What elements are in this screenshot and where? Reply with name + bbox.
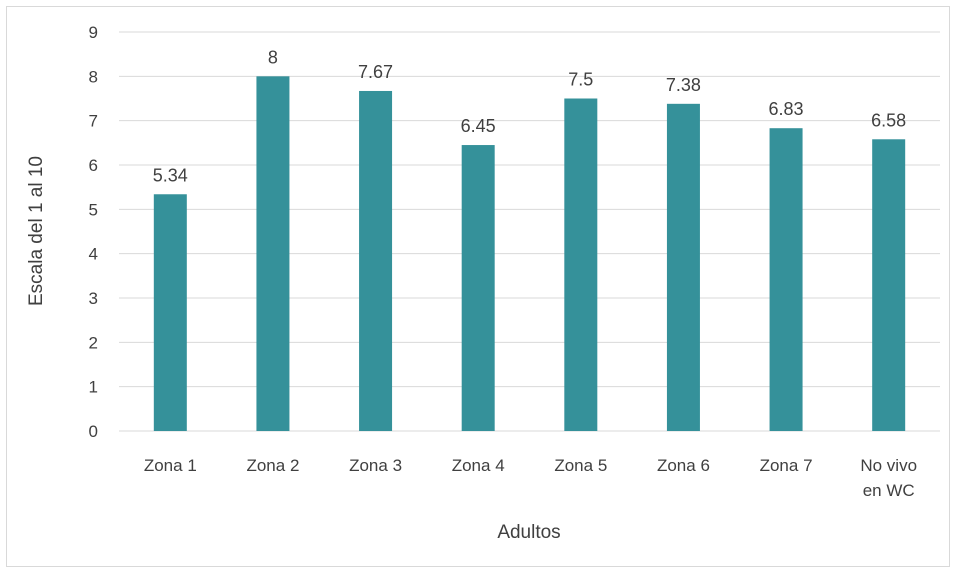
data-label: 7.67: [358, 62, 393, 82]
x-category-label: Zona 7: [760, 456, 813, 475]
data-label: 6.58: [871, 110, 906, 130]
y-axis-ticks: 0 1 2 3 4 5 6 7 8 9: [89, 23, 98, 441]
y-tick-label: 9: [89, 23, 98, 42]
x-category-label: Zona 3: [349, 456, 402, 475]
x-axis-title: Adultos: [497, 522, 560, 543]
bar: [564, 98, 598, 431]
data-label: 8: [268, 47, 278, 67]
data-label: 6.83: [769, 99, 804, 119]
y-tick-label: 5: [89, 200, 98, 219]
x-category-label: Zona 4: [452, 456, 505, 475]
bars: [153, 76, 906, 432]
y-tick-label: 7: [89, 112, 98, 131]
bar: [872, 139, 906, 431]
bar: [256, 76, 290, 431]
x-category-label: No vivo en WC: [860, 456, 917, 500]
y-axis-title: Escala del 1 al 10: [26, 156, 47, 306]
x-category-label: Zona 1: [144, 456, 197, 475]
data-label: 5.34: [153, 165, 188, 185]
x-category-label: Zona 6: [657, 456, 710, 475]
y-tick-label: 6: [89, 156, 98, 175]
data-labels: 5.34 8 7.67 6.45 7.5 7.38 6.83 6.58: [153, 47, 906, 185]
bar: [153, 194, 187, 431]
bar: [666, 103, 700, 431]
y-tick-label: 1: [89, 378, 98, 397]
bar: [461, 145, 495, 432]
y-tick-label: 8: [89, 67, 98, 86]
y-tick-label: 0: [89, 422, 98, 441]
y-tick-label: 2: [89, 333, 98, 352]
bar: [769, 128, 803, 431]
data-label: 6.45: [461, 116, 496, 136]
bar: [359, 90, 393, 432]
gridlines: [119, 31, 940, 432]
x-category-label: Zona 2: [246, 456, 299, 475]
x-axis-categories: Zona 1 Zona 2 Zona 3 Zona 4 Zona 5 Zona 6 Zona…: [144, 456, 917, 500]
data-label: 7.38: [666, 75, 701, 95]
y-tick-label: 3: [89, 289, 98, 308]
y-tick-label: 4: [89, 245, 98, 264]
x-category-label: Zona 5: [554, 456, 607, 475]
data-label: 7.5: [568, 70, 593, 90]
